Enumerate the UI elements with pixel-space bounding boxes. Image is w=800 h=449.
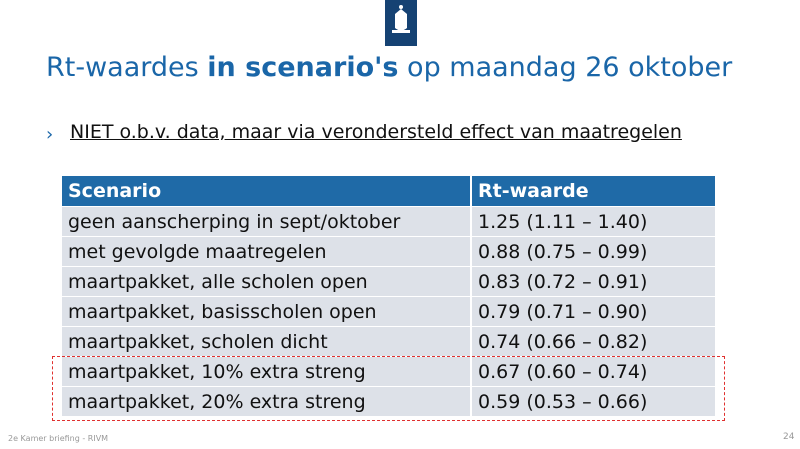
table-cell: 0.79 (0.71 – 0.90) — [471, 296, 715, 327]
bullet-mark: › — [46, 124, 54, 145]
emblem — [392, 5, 410, 33]
table-cell: met gevolgde maatregelen — [62, 236, 472, 267]
table: Scenario Rt-waarde geen aanscherping in se… — [62, 176, 715, 416]
table-cell: maartpakket, 20% extra streng — [62, 386, 472, 416]
table-row: maartpakket, 20% extra streng 0.59 (0.53 … — [62, 386, 715, 416]
header-row: Scenario Rt-waarde — [62, 176, 715, 207]
table-cell: 0.67 (0.60 – 0.74) — [471, 356, 715, 387]
title-bold: in scenario's — [207, 52, 399, 83]
title-text: Rt-waardes — [46, 52, 208, 83]
table-cell: 1.25 (1.11 – 1.40) — [471, 206, 715, 237]
page-number: 24 — [783, 432, 795, 442]
bullet-text: NIET o.b.v. data, maar via verondersteld… — [70, 121, 682, 143]
table-row: geen aanscherping in sept/oktober 1.25 (1… — [62, 206, 715, 237]
logo — [385, 0, 417, 46]
table-cell: 0.74 (0.66 – 0.82) — [471, 326, 715, 357]
title: Rt-waardes in scenario's op maandag 26 o… — [46, 52, 732, 83]
table-row: maartpakket, alle scholen open 0.83 (0.72… — [62, 266, 715, 297]
table-row: maartpakket, 10% extra streng 0.67 (0.60 … — [62, 356, 715, 387]
title-text: op maandag 26 oktober — [398, 52, 733, 83]
table-row: met gevolgde maatregelen 0.88 (0.75 – 0.9… — [62, 236, 715, 267]
table-cell: 0.59 (0.53 – 0.66) — [471, 386, 715, 416]
table-cell: maartpakket, basisscholen open — [62, 296, 472, 327]
highlight-box — [52, 356, 725, 421]
header-cell: Rt-waarde — [471, 176, 715, 207]
table-cell: maartpakket, 10% extra streng — [62, 356, 472, 387]
table-cell: maartpakket, scholen dicht — [62, 326, 472, 357]
header-cell: Scenario — [62, 176, 472, 207]
table-cell: 0.88 (0.75 – 0.99) — [471, 236, 715, 267]
table-cell: maartpakket, alle scholen open — [62, 266, 472, 297]
footer: 2e Kamer briefing - RIVM — [8, 434, 109, 443]
table-cell: 0.83 (0.72 – 0.91) — [471, 266, 715, 297]
table-row: maartpakket, basisscholen open 0.79 (0.71… — [62, 296, 715, 327]
table-cell: geen aanscherping in sept/oktober — [62, 206, 472, 237]
table-row: maartpakket, scholen dicht 0.74 (0.66 – 0… — [62, 326, 715, 357]
